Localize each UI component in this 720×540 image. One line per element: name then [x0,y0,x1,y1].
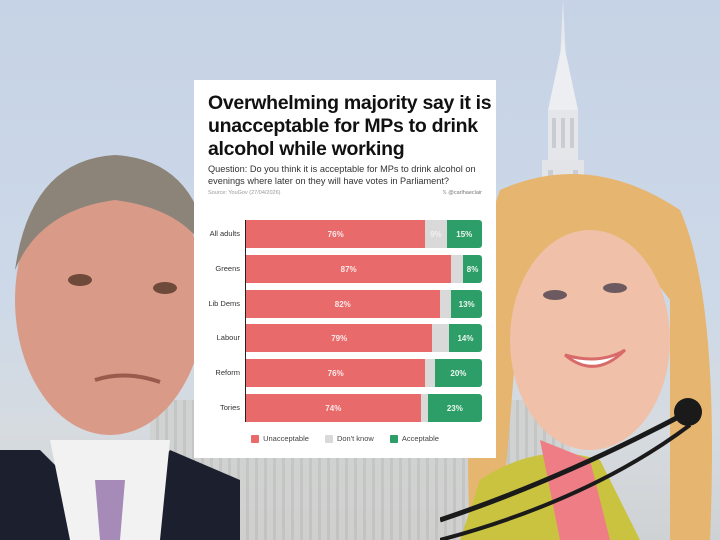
bar-row: Greens 87% 8% [194,255,496,283]
bar-row: Lib Dems 82% 13% [194,290,496,318]
segment-unacceptable: 79% [246,324,433,352]
legend-label: Acceptable [401,434,439,443]
chart-legend: Unacceptable Don't know Acceptable [194,434,496,443]
legend-label: Unacceptable [263,434,309,443]
legend-label: Don't know [336,434,374,443]
segment-dont-know [420,394,428,422]
legend-item-unacceptable: Unacceptable [251,434,309,443]
legend-item-dont-know: Don't know [324,434,374,443]
row-label: All adults [209,229,240,238]
legend-swatch-green [389,434,398,443]
person-left-photo [0,155,240,540]
bar-row: Tories 74% 23% [194,394,496,422]
segment-acceptable: 23% [427,394,482,422]
segment-acceptable: 8% [463,255,482,283]
segment-acceptable: 15% [446,220,482,248]
row-label: Labour [216,333,240,342]
segment-dont-know [432,324,449,352]
segment-acceptable: 14% [448,324,482,352]
legend-swatch-red [251,434,260,443]
segment-unacceptable: 82% [246,290,440,318]
row-label: Tories [219,403,240,412]
segment-unacceptable: 76% [246,220,426,248]
segment-dont-know [439,290,452,318]
segment-unacceptable: 74% [246,394,421,422]
chart-title: Overwhelming majority say it is unaccept… [208,92,492,160]
bar-row: Reform 76% 20% [194,359,496,387]
segment-acceptable: 20% [434,359,482,387]
segment-unacceptable: 76% [246,359,426,387]
legend-item-acceptable: Acceptable [389,434,439,443]
chart-question: Question: Do you think it is acceptable … [208,164,476,186]
chart-source: Source: YouGov (27/04/2026) [208,190,281,196]
segment-unacceptable: 87% [246,255,452,283]
segment-acceptable: 13% [451,290,482,318]
legend-swatch-grey [324,434,333,443]
row-label: Lib Dems [208,299,240,308]
bar-row: All adults 76% 9% 15% [194,220,496,248]
segment-dont-know: 9% [425,220,447,248]
author-handle: 𝕏 @carlhaeclair [442,190,482,196]
person-right-photo [440,174,712,540]
segment-dont-know [425,359,435,387]
poll-chart-card: Overwhelming majority say it is unaccept… [194,80,496,458]
row-label: Reform [215,368,240,377]
segment-dont-know [451,255,464,283]
row-label: Greens [215,264,240,273]
bar-row: Labour 79% 14% [194,324,496,352]
y-axis-line [245,220,246,422]
